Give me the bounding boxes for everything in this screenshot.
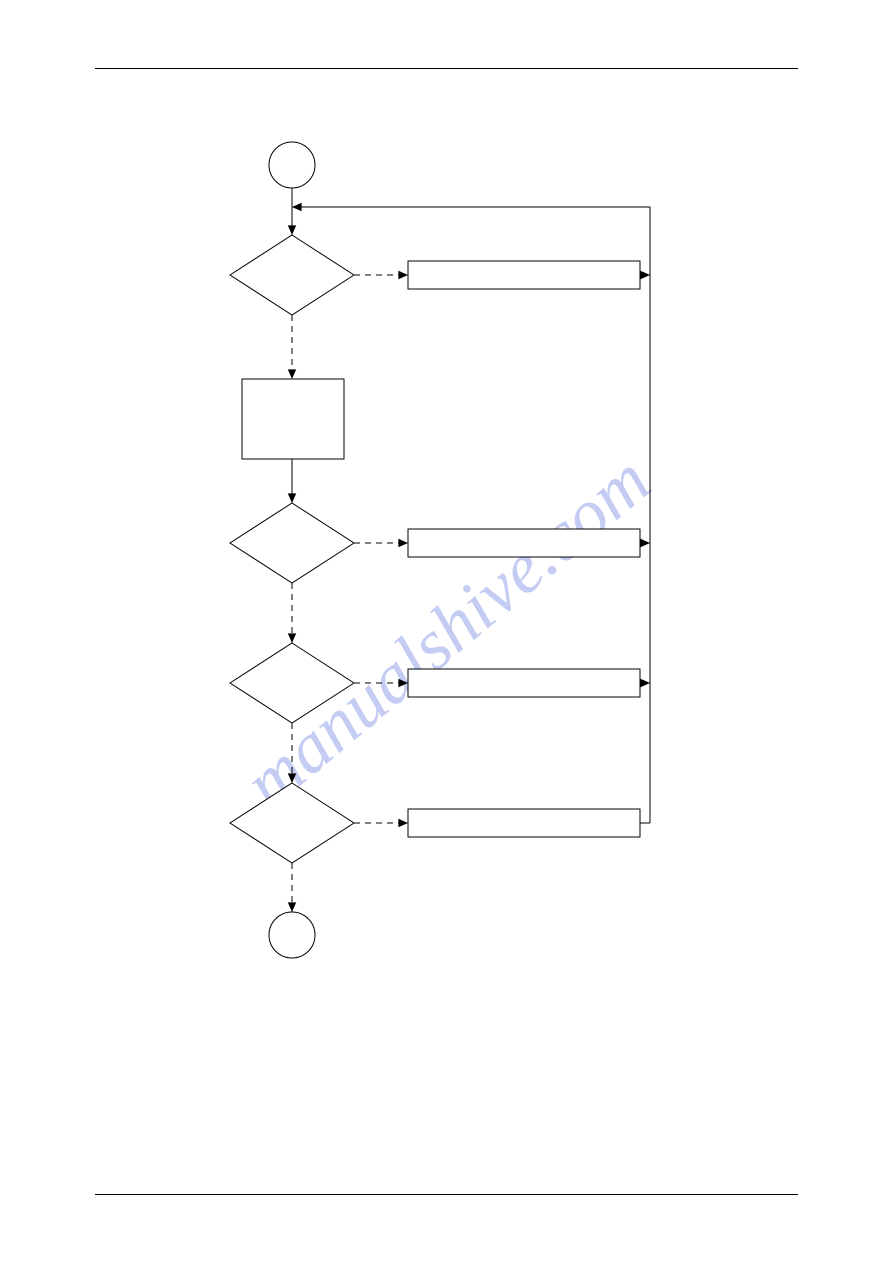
top-rule	[95, 68, 798, 69]
bottom-rule	[95, 1194, 798, 1195]
flowchart-container	[220, 135, 660, 975]
flowchart-svg	[220, 135, 660, 975]
page: manualshive.com	[0, 0, 893, 1263]
